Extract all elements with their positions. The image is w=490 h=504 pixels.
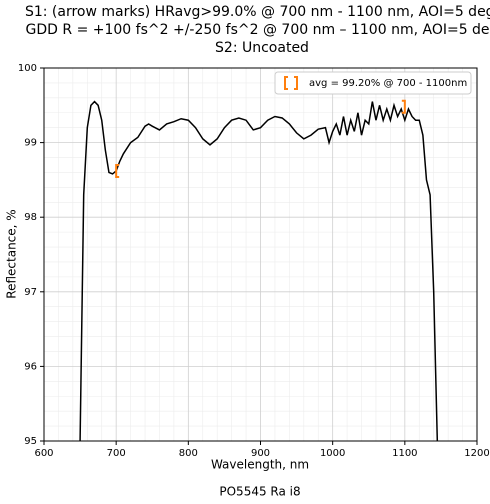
chart-title: S1: (arrow marks) HRavg>99.0% @ 700 nm -…	[25, 4, 490, 20]
x-tick-label: 800	[179, 448, 198, 459]
legend-label: avg = 99.20% @ 700 - 1100nm	[309, 78, 467, 89]
x-tick-label: 1000	[320, 448, 345, 459]
x-tick-label: 600	[34, 448, 53, 459]
chart-title: S2: Uncoated	[215, 40, 309, 56]
y-tick-label: 98	[24, 212, 37, 223]
chart-title: GDD R = +100 fs^2 +/-250 fs^2 @ 700 nm –…	[26, 22, 490, 38]
x-tick-label: 1100	[392, 448, 417, 459]
y-tick-label: 99	[24, 138, 37, 149]
x-tick-label: 1200	[464, 448, 489, 459]
y-axis-label: Reflectance, %	[5, 209, 19, 298]
y-tick-label: 96	[24, 361, 37, 372]
y-tick-label: 100	[18, 63, 37, 74]
bracket-marker	[115, 163, 120, 178]
data-line	[79, 100, 439, 442]
y-tick-label: 97	[24, 287, 37, 298]
x-tick-label: 700	[107, 448, 126, 459]
y-tick-label: 95	[24, 436, 37, 447]
legend-box	[274, 71, 472, 95]
footer: PO5545 Ra i8	[219, 485, 300, 499]
bracket-marker	[401, 99, 406, 114]
legend-marker	[284, 76, 298, 90]
plot-frame	[43, 67, 478, 442]
x-tick-label: 900	[251, 448, 270, 459]
x-axis-label: Wavelength, nm	[211, 458, 309, 472]
